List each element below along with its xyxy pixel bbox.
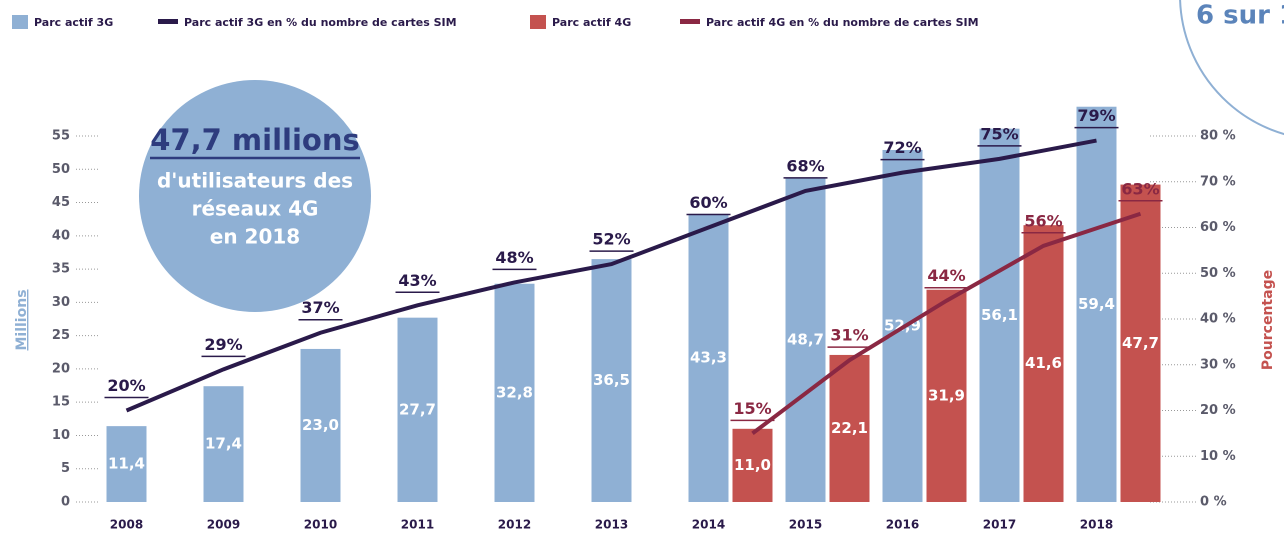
y-tick-label: 55 (52, 129, 70, 144)
line-value-label: 44% (927, 266, 965, 285)
y-tick-label: 0 (61, 495, 70, 510)
line (125, 138, 1097, 413)
line-value-label: 72% (883, 138, 921, 157)
legend-swatch (680, 19, 700, 24)
bar-value-label: 32,8 (496, 383, 533, 401)
line-value-label: 60% (689, 193, 727, 212)
x-tick-label: 2015 (789, 518, 822, 532)
line-value-label: 31% (830, 326, 868, 345)
bar-value-label: 27,7 (399, 400, 436, 418)
bar (494, 283, 535, 502)
legend-swatch (158, 19, 178, 24)
bar (1120, 184, 1161, 502)
bar-value-label: 43,3 (690, 348, 727, 366)
bar-value-label: 48,7 (787, 330, 824, 348)
bar-value-label: 23,0 (302, 416, 339, 434)
legend-label: Parc actif 4G (552, 16, 631, 29)
line-value-label: 29% (204, 335, 242, 354)
line-value-label: 20% (107, 376, 145, 395)
line-value-label: 68% (786, 156, 824, 175)
bar (300, 348, 341, 502)
y2-tick-label: 10 % (1200, 449, 1236, 464)
x-tick-label: 2017 (983, 518, 1016, 532)
legend-label: Parc actif 3G (34, 16, 113, 29)
bar (203, 386, 244, 502)
annotation: réseaux 4G (192, 197, 319, 221)
bar (106, 426, 147, 502)
bar (591, 259, 632, 502)
bar (979, 128, 1020, 502)
y2-axis-label: Pourcentage (1260, 270, 1276, 370)
y-tick-label: 40 (52, 228, 70, 243)
badge: 6 sur 1 (1196, 1, 1284, 31)
y-tick-label: 50 (52, 162, 70, 177)
x-tick-label: 2014 (692, 518, 725, 532)
bar-value-label: 59,4 (1078, 295, 1115, 313)
y2-tick-label: 40 % (1200, 312, 1236, 327)
y-axis-label: Millions (14, 289, 30, 350)
line-value-label: 15% (733, 399, 771, 418)
y-tick-label: 5 (61, 461, 70, 476)
annotation: d'utilisateurs des (157, 169, 353, 193)
bar (1076, 106, 1117, 502)
line (751, 211, 1142, 435)
highlight-circle (139, 80, 371, 312)
bar (785, 177, 826, 502)
bar (1023, 225, 1064, 503)
y2-tick-label: 60 % (1200, 220, 1236, 235)
line-value-label: 79% (1077, 106, 1115, 125)
bar (732, 428, 773, 502)
y-tick-label: 20 (52, 361, 70, 376)
y2-tick-label: 20 % (1200, 403, 1236, 418)
x-tick-label: 2010 (304, 518, 337, 532)
bar-value-label: 56,1 (981, 306, 1018, 324)
bar-value-label: 36,5 (593, 371, 630, 389)
bar-value-label: 41,6 (1025, 354, 1062, 372)
line-value-label: 63% (1121, 179, 1159, 198)
line-value-label: 52% (592, 230, 630, 249)
bar-value-label: 22,1 (831, 419, 868, 437)
legend-swatch (530, 15, 546, 29)
x-tick-label: 2018 (1080, 518, 1113, 532)
legend-label: Parc actif 4G en % du nombre de cartes S… (706, 16, 979, 29)
y2-tick-label: 70 % (1200, 174, 1236, 189)
y2-tick-label: 30 % (1200, 357, 1236, 372)
annotation: en 2018 (210, 225, 300, 249)
x-tick-label: 2009 (207, 518, 240, 532)
x-tick-label: 2012 (498, 518, 531, 532)
x-tick-label: 2011 (401, 518, 434, 532)
y-tick-label: 10 (52, 428, 70, 443)
x-tick-label: 2008 (110, 518, 143, 532)
y-tick-label: 25 (52, 328, 70, 343)
x-tick-label: 2013 (595, 518, 628, 532)
line-value-label: 75% (980, 124, 1018, 143)
bar-value-label: 47,7 (1122, 334, 1159, 352)
bar-value-label: 17,4 (205, 435, 242, 453)
y-tick-label: 45 (52, 195, 70, 210)
y-tick-label: 15 (52, 395, 70, 410)
y2-tick-label: 80 % (1200, 129, 1236, 144)
y2-tick-label: 0 % (1200, 495, 1227, 510)
x-tick-label: 2016 (886, 518, 919, 532)
bar-value-label: 31,9 (928, 386, 965, 404)
legend-label: Parc actif 3G en % du nombre de cartes S… (184, 16, 457, 29)
line-value-label: 37% (301, 298, 339, 317)
bar (688, 213, 729, 502)
bar (926, 289, 967, 502)
bar (397, 317, 438, 502)
y2-tick-label: 50 % (1200, 266, 1236, 281)
annotation: 47,7 millions (150, 123, 359, 157)
legend-swatch (12, 15, 28, 29)
y-tick-label: 30 (52, 295, 70, 310)
line-value-label: 43% (398, 271, 436, 290)
y-tick-label: 35 (52, 262, 70, 277)
line-value-label: 56% (1024, 211, 1062, 230)
bar (829, 354, 870, 502)
bar-value-label: 11,0 (734, 456, 771, 474)
bar-value-label: 11,4 (108, 455, 145, 473)
line-value-label: 48% (495, 248, 533, 267)
